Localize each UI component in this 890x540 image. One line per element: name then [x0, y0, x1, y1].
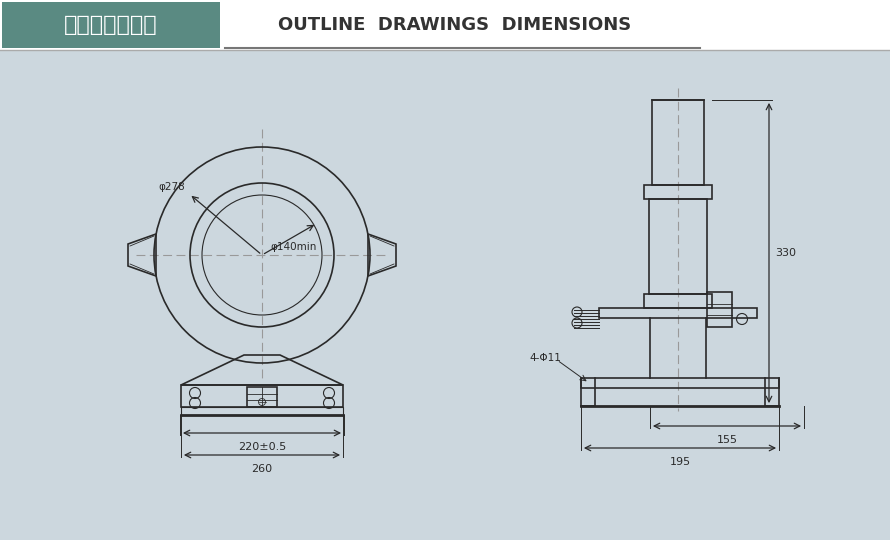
Text: φ278: φ278	[158, 182, 185, 192]
Text: OUTLINE  DRAWINGS  DIMENSIONS: OUTLINE DRAWINGS DIMENSIONS	[279, 16, 632, 34]
Bar	[707, 292, 732, 327]
Bar	[652, 100, 704, 185]
Bar	[581, 378, 779, 388]
Bar	[644, 294, 712, 308]
Text: 155: 155	[716, 435, 738, 445]
Text: 195: 195	[669, 457, 691, 467]
Bar	[644, 185, 712, 199]
Bar	[649, 199, 707, 294]
Text: φ140min: φ140min	[270, 242, 316, 252]
Text: 220±0.5: 220±0.5	[238, 442, 286, 452]
Text: 4-Φ11: 4-Φ11	[529, 353, 561, 363]
Text: 260: 260	[252, 464, 272, 474]
Bar	[181, 407, 343, 415]
Bar	[0, 0, 890, 50]
Bar	[181, 385, 343, 407]
Text: 330: 330	[775, 248, 796, 258]
Bar	[599, 308, 757, 318]
Bar	[2, 2, 220, 48]
Bar	[247, 387, 277, 407]
Text: 外形及安装尺寸: 外形及安装尺寸	[64, 15, 158, 35]
